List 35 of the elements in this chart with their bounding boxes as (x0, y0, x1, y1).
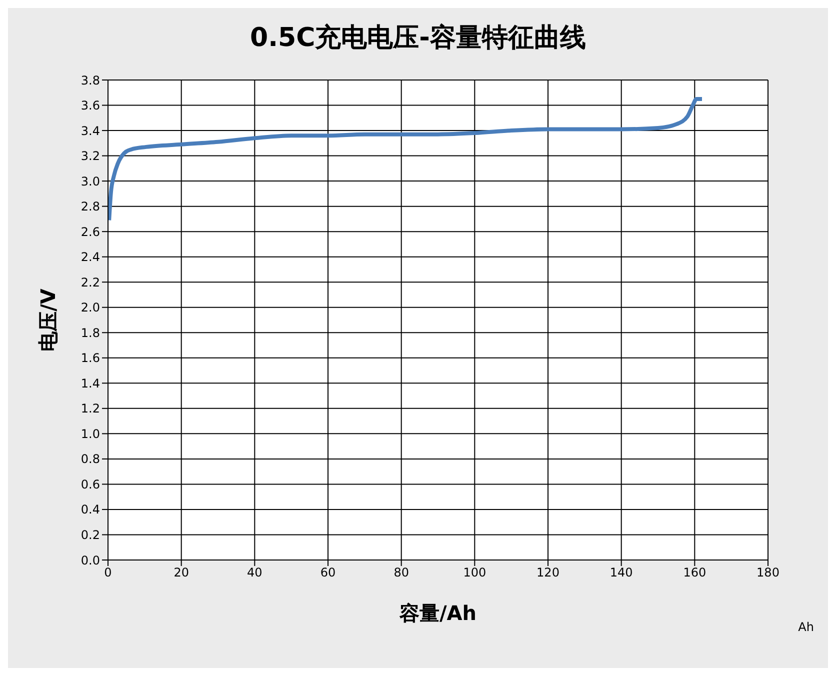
line-series (108, 96, 704, 222)
y-tick-label: 0.2 (80, 528, 100, 542)
chart-title: 0.5C充电电压-容量特征曲线 (249, 22, 587, 55)
x-tick-label: 140 (610, 566, 633, 580)
y-tick-label: 2.8 (80, 200, 100, 214)
y-tick-label: 1.2 (80, 402, 100, 416)
x-tick-label: 20 (174, 566, 189, 580)
y-axis-title: 电压/V (36, 288, 60, 352)
y-tick-label: 1.6 (80, 351, 100, 366)
x-tick-label: 40 (247, 566, 262, 580)
y-tick-label: 3.2 (80, 149, 100, 164)
x-tick-label: 160 (683, 566, 706, 580)
y-tick-label: 3.4 (80, 124, 100, 138)
x-tick-label: 180 (756, 566, 780, 580)
x-axis-title: 容量/Ah (398, 601, 477, 625)
y-tick-label: 3.6 (80, 98, 100, 113)
x-tick-label: 0 (104, 566, 112, 580)
y-tick-label: 2.0 (80, 300, 100, 315)
y-tick-label: 3.0 (80, 174, 100, 188)
text: Ah (798, 620, 814, 634)
x-tick-label: 60 (320, 566, 336, 580)
y-tick-label: 2.6 (80, 224, 100, 239)
x-tick-label: 80 (394, 566, 409, 580)
y-tick-label: 1.4 (80, 376, 100, 390)
y-tick-label: 0.4 (80, 502, 100, 517)
y-tick-label: 2.4 (80, 250, 100, 264)
y-tick-label: 0.6 (80, 477, 100, 492)
y-tick-label: 1.8 (80, 326, 100, 340)
y-tick-label: 0.0 (80, 553, 100, 568)
y-tick-label: 2.2 (80, 275, 100, 290)
x-tick-label: 100 (463, 566, 486, 580)
y-tick-label: 3.8 (80, 73, 100, 88)
y-tick-label: 0.8 (80, 452, 100, 466)
x-tick-label: 120 (536, 566, 560, 580)
y-tick-label: 1.0 (80, 426, 100, 441)
